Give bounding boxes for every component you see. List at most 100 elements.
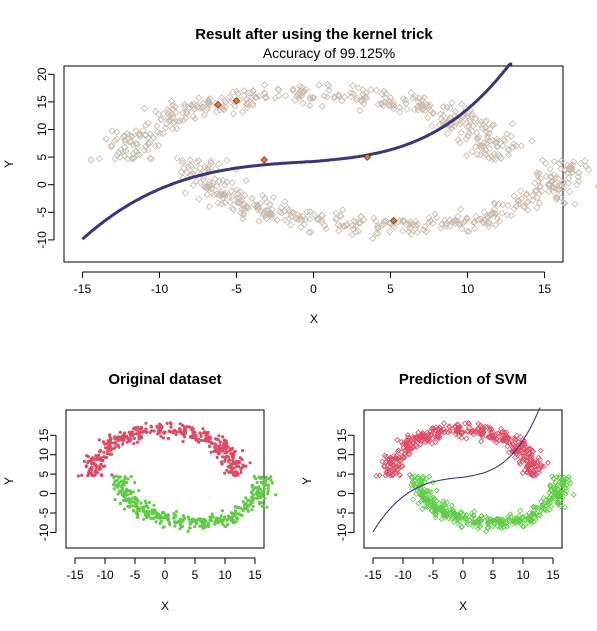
data-point bbox=[145, 430, 149, 434]
data-point bbox=[528, 137, 536, 145]
data-point bbox=[221, 443, 226, 447]
data-point bbox=[155, 425, 159, 429]
data-point bbox=[233, 450, 237, 454]
data-point bbox=[387, 472, 394, 479]
data-point bbox=[479, 423, 486, 430]
data-point bbox=[261, 212, 269, 220]
data-point bbox=[123, 476, 127, 480]
data-point bbox=[432, 510, 439, 517]
data-point bbox=[200, 111, 209, 119]
data-point bbox=[297, 223, 305, 231]
y-axis-label: Y bbox=[2, 477, 16, 485]
data-point bbox=[523, 199, 531, 207]
data-point bbox=[422, 227, 430, 235]
data-point bbox=[117, 482, 121, 486]
data-point bbox=[166, 116, 175, 124]
data-point bbox=[561, 474, 568, 481]
data-point bbox=[129, 475, 133, 479]
data-point bbox=[217, 188, 225, 196]
data-point bbox=[353, 94, 361, 102]
data-point bbox=[500, 137, 509, 145]
x-tick-label: 15 bbox=[248, 568, 262, 582]
data-point bbox=[477, 215, 485, 223]
data-point bbox=[157, 427, 161, 431]
data-point bbox=[229, 511, 234, 515]
chart-title: Prediction of SVM bbox=[399, 371, 527, 388]
data-point bbox=[182, 433, 186, 437]
data-point bbox=[532, 187, 540, 195]
data-point bbox=[510, 192, 518, 200]
data-point bbox=[127, 138, 135, 146]
data-point bbox=[533, 171, 541, 179]
data-point bbox=[113, 151, 121, 159]
data-point bbox=[493, 215, 501, 223]
data-point bbox=[315, 81, 323, 89]
data-point bbox=[230, 206, 238, 214]
data-point bbox=[465, 122, 473, 131]
data-point bbox=[448, 509, 455, 516]
data-point bbox=[510, 205, 518, 213]
data-point bbox=[486, 125, 494, 133]
data-point bbox=[167, 429, 171, 433]
data-point bbox=[86, 474, 90, 478]
data-point bbox=[433, 487, 440, 494]
data-point bbox=[242, 464, 246, 468]
data-point bbox=[292, 214, 300, 222]
data-point bbox=[497, 154, 505, 162]
data-point bbox=[463, 512, 470, 518]
data-point bbox=[194, 521, 199, 526]
data-point bbox=[215, 177, 223, 185]
data-point bbox=[184, 163, 192, 171]
data-point bbox=[407, 230, 415, 238]
data-point bbox=[489, 434, 496, 441]
data-point bbox=[226, 93, 234, 101]
data-point bbox=[103, 464, 107, 468]
data-point bbox=[249, 490, 253, 495]
data-point bbox=[108, 435, 112, 440]
data-point bbox=[252, 474, 256, 478]
data-point bbox=[507, 132, 515, 140]
data-point bbox=[477, 144, 485, 152]
data-point bbox=[462, 420, 469, 427]
data-point bbox=[113, 497, 117, 502]
data-point bbox=[475, 133, 483, 141]
data-point bbox=[169, 105, 177, 113]
data-point bbox=[484, 222, 493, 230]
data-point bbox=[126, 477, 130, 481]
data-point bbox=[445, 515, 452, 522]
data-point bbox=[485, 521, 492, 528]
data-point bbox=[176, 117, 184, 125]
data-point bbox=[412, 434, 419, 441]
data-point bbox=[120, 152, 128, 160]
data-point bbox=[320, 92, 328, 100]
data-point bbox=[98, 463, 103, 467]
data-point bbox=[433, 214, 441, 222]
data-point bbox=[163, 513, 167, 517]
data-point bbox=[343, 221, 351, 230]
data-point bbox=[213, 182, 221, 190]
data-point bbox=[437, 224, 445, 232]
data-point bbox=[136, 508, 140, 512]
data-point bbox=[553, 474, 560, 481]
data-point bbox=[132, 426, 136, 431]
data-point bbox=[228, 464, 232, 468]
data-point bbox=[413, 437, 420, 444]
data-point bbox=[97, 457, 102, 461]
data-point bbox=[186, 515, 190, 519]
data-point bbox=[201, 427, 205, 431]
data-point bbox=[186, 156, 194, 164]
data-point bbox=[153, 515, 157, 520]
data-point bbox=[571, 200, 579, 208]
data-point bbox=[113, 437, 117, 441]
data-point bbox=[473, 150, 481, 158]
data-point bbox=[239, 215, 247, 223]
data-point bbox=[374, 100, 382, 108]
data-point bbox=[428, 219, 437, 227]
data-point bbox=[155, 142, 163, 150]
data-point bbox=[554, 500, 561, 507]
data-point bbox=[158, 423, 162, 427]
data-point bbox=[418, 497, 425, 504]
data-point bbox=[192, 158, 201, 166]
data-point bbox=[465, 129, 473, 137]
data-point bbox=[193, 524, 197, 529]
